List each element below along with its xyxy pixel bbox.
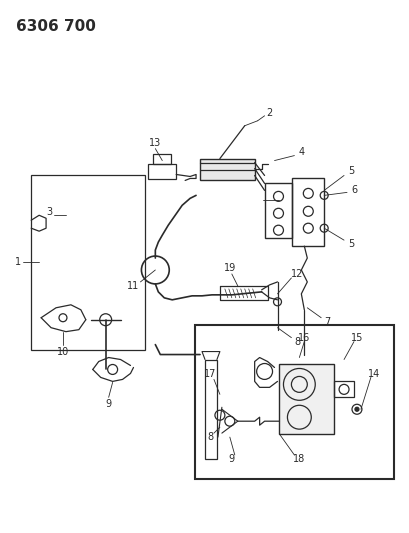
Bar (31, 175, 145, 350)
Text: 1: 1 (15, 257, 21, 267)
Circle shape (354, 407, 358, 411)
Text: 6: 6 (350, 185, 356, 196)
Bar (333, 382, 353, 397)
Text: 5: 5 (347, 239, 353, 249)
Text: 13: 13 (149, 138, 161, 148)
Bar (279, 365, 333, 434)
Text: 19: 19 (223, 263, 236, 273)
Text: 18: 18 (292, 454, 305, 464)
Text: 9: 9 (106, 399, 111, 409)
Text: 3: 3 (46, 207, 52, 217)
Bar (195, 325, 393, 479)
Bar (264, 183, 292, 238)
Text: 16: 16 (297, 333, 310, 343)
Text: 17: 17 (203, 369, 216, 379)
Bar (204, 360, 216, 459)
Text: 11: 11 (127, 281, 139, 291)
Text: 8: 8 (294, 337, 300, 346)
Text: 14: 14 (367, 369, 379, 379)
Text: 9: 9 (228, 454, 234, 464)
Text: 15: 15 (350, 333, 362, 343)
Text: 6306 700: 6306 700 (16, 19, 96, 34)
Text: 7: 7 (323, 317, 330, 327)
Bar (148, 164, 176, 180)
Text: 5: 5 (347, 166, 353, 176)
Bar (200, 158, 254, 181)
Bar (292, 179, 324, 246)
Text: 2: 2 (266, 108, 272, 118)
Text: 12: 12 (290, 269, 303, 279)
Text: 4: 4 (298, 147, 303, 157)
Text: 8: 8 (207, 432, 213, 442)
Text: 10: 10 (57, 346, 69, 357)
Bar (153, 154, 171, 164)
